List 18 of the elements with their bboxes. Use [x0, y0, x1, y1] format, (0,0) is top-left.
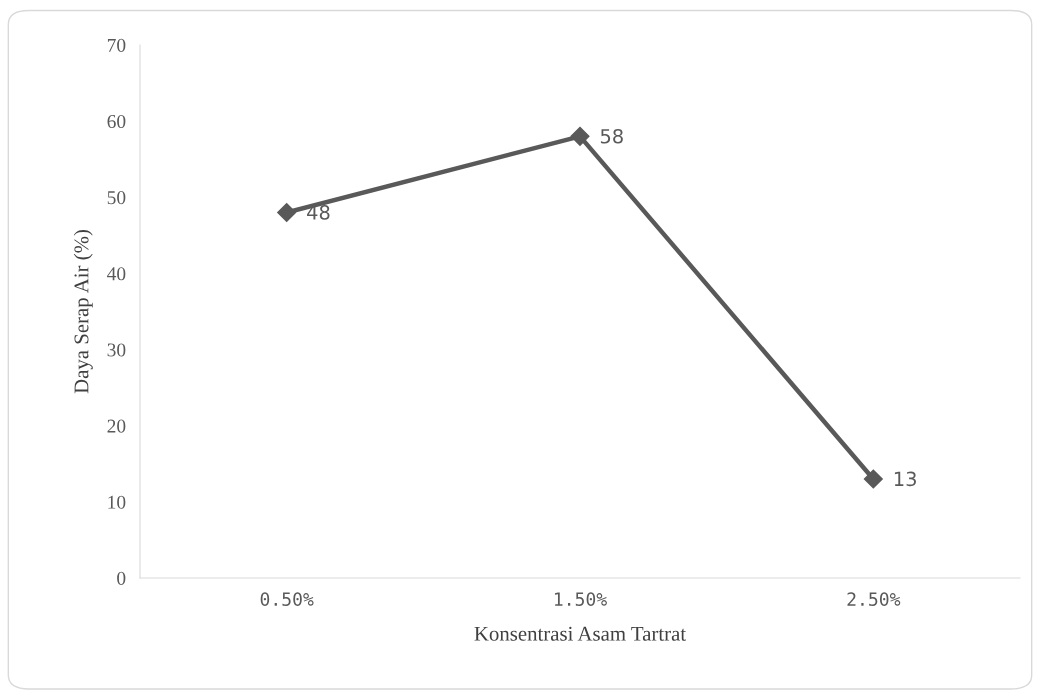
point [863, 469, 883, 489]
x-axis-title: Konsentrasi Asam Tartrat [474, 626, 686, 641]
y-tick-label: 20 [107, 419, 126, 433]
y-tick-label: 50 [107, 191, 126, 205]
point [277, 202, 297, 223]
y-tick-label: 30 [107, 343, 126, 357]
x-tick-label: 1.50% [554, 592, 607, 606]
y-tick-label: 0 [117, 571, 126, 585]
y-tick-label: 70 [107, 38, 126, 52]
y-tick-label: 40 [107, 267, 126, 281]
data-label: 13 [894, 471, 916, 487]
y-axis-title: Daya Serap Air (%) [73, 229, 93, 394]
point [570, 126, 590, 146]
x-tick-label: 2.50% [847, 592, 901, 606]
data-label: 58 [600, 128, 623, 144]
y-tick-label: 60 [107, 114, 126, 129]
x-tick-label: 0.50% [260, 592, 314, 606]
y-tick-label: 10 [108, 495, 126, 509]
